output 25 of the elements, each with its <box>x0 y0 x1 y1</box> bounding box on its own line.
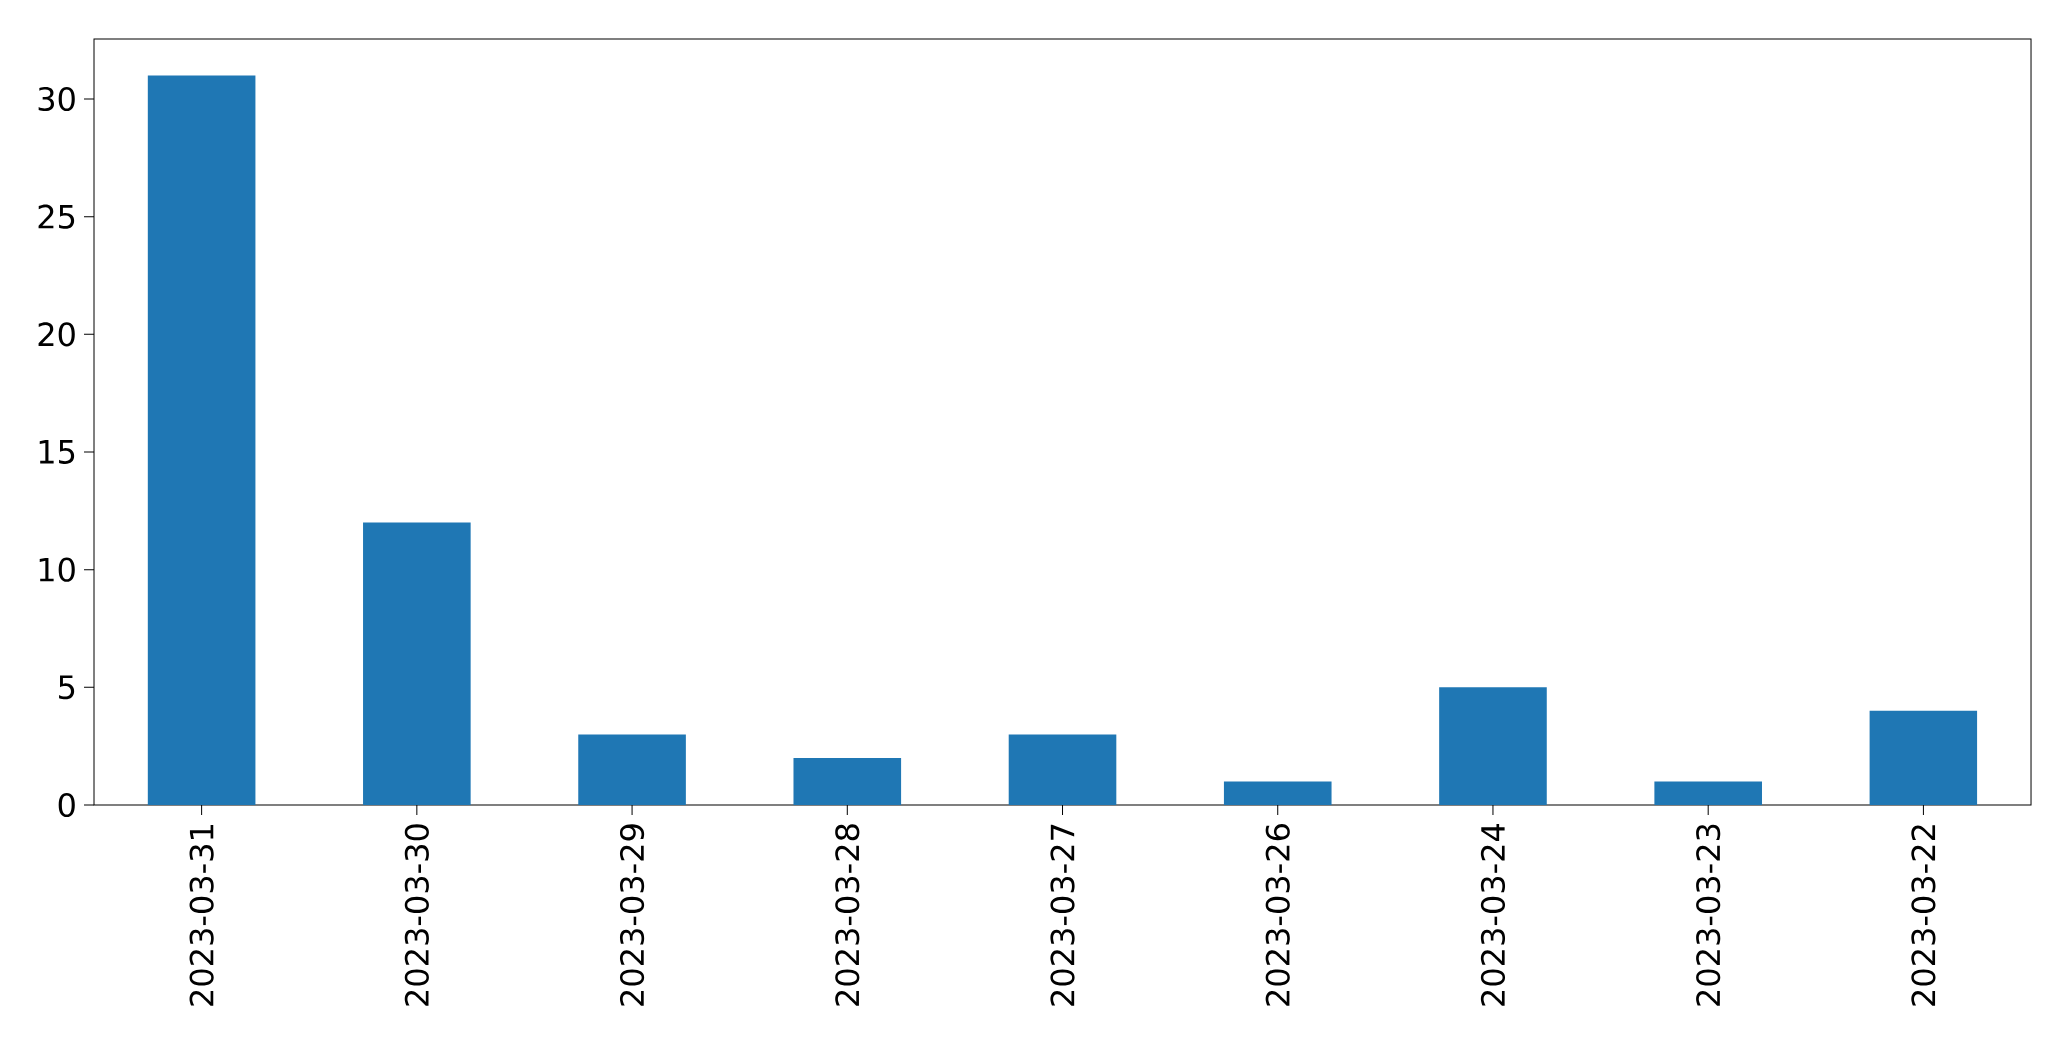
y-tick-label: 5 <box>59 675 75 700</box>
y-tick-label: 25 <box>38 204 75 229</box>
x-tick-label: 2023-03-27 <box>1050 824 1075 1006</box>
x-tick-label: 2023-03-23 <box>1696 824 1721 1006</box>
bar <box>147 75 256 805</box>
x-tick-label: 2023-03-29 <box>619 824 645 1006</box>
x-tick-label: 2023-03-30 <box>404 824 429 1006</box>
bar <box>363 522 471 805</box>
bar <box>793 757 902 805</box>
bar <box>1008 734 1117 805</box>
bar <box>578 734 686 805</box>
x-tick-label: 2023-03-26 <box>1265 824 1290 1006</box>
x-tick-label: 2023-03-22 <box>1911 825 1936 1006</box>
x-tick-label: 2023-03-28 <box>835 824 860 1006</box>
y-tick-label: 10 <box>39 557 75 582</box>
bar <box>1869 710 1978 805</box>
y-tick-label: 20 <box>38 322 75 347</box>
bar <box>1223 781 1332 805</box>
x-tick-label: 2023-03-24 <box>1480 823 1506 1006</box>
y-tick-label: 0 <box>58 792 75 818</box>
x-tick-label: 2023-03-31 <box>189 825 214 1006</box>
y-tick-label: 15 <box>39 440 75 464</box>
bar <box>1439 687 1547 805</box>
bar <box>1654 781 1762 805</box>
y-tick-label: 30 <box>38 86 75 112</box>
